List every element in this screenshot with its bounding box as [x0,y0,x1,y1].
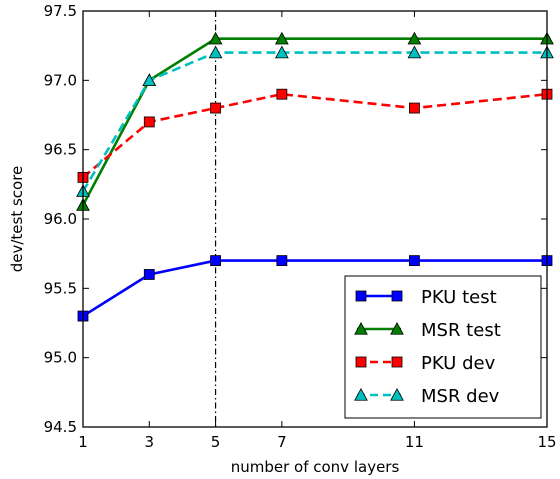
data-point [276,88,288,100]
series-line [82,259,547,318]
series-line [82,92,548,179]
legend-marker [390,387,404,401]
legend-item: MSR dev [354,386,500,407]
legend: PKU test MSR test PKU dev MSR dev [344,275,542,419]
data-point [208,31,223,45]
legend-marker [354,321,368,335]
series-msr-dev [76,45,554,197]
legend-marker [354,387,368,401]
data-point [407,31,422,45]
x-tick-label: 15 [537,433,556,451]
legend-item: PKU dev [355,353,496,374]
data-point [274,31,289,45]
x-axis-label: number of conv layers [231,458,400,476]
legend-marker [391,356,403,368]
legend-label: MSR dev [421,386,500,407]
axis-ticks: 1 3 5 7 11 15 94.5 95.0 95.5 96.0 96.5 97.0 97.5 [44,2,557,451]
data-point [210,102,221,114]
legend-label: PKU test [421,287,497,308]
x-tick-label: 7 [277,433,287,451]
y-tick-label: 95.5 [44,279,77,297]
y-axis-label: dev/test score [8,166,26,273]
data-point [409,102,420,114]
y-tick-label: 94.5 [44,418,77,436]
legend-marker [390,321,404,335]
data-point [276,255,288,267]
y-tick-label: 95.0 [44,349,77,367]
series-pku-dev [77,88,553,183]
data-point [409,255,420,267]
x-tick-label: 11 [405,433,424,451]
legend-marker [355,356,367,368]
data-point [208,45,223,59]
x-tick-label: 1 [78,433,88,451]
y-tick-label: 96.0 [44,210,77,228]
data-point [143,269,155,280]
legend-box [344,275,542,419]
x-tick-label: 5 [211,433,221,451]
legend-label: MSR test [421,320,501,341]
y-tick-label: 97.0 [44,71,77,89]
data-point [210,255,221,267]
y-tick-label: 97.5 [44,2,77,20]
data-point [142,73,157,87]
plot-area [76,11,554,427]
data-point [274,45,289,59]
legend-marker [355,290,367,302]
legend-label: PKU dev [421,353,496,374]
series-line [81,51,547,192]
y-tick-label: 96.5 [44,141,77,159]
data-point [407,45,422,59]
legend-item: PKU test [355,287,497,308]
x-tick-label: 3 [145,433,155,451]
data-point [143,116,155,128]
legend-item: MSR test [354,320,501,341]
legend-marker [391,290,403,302]
